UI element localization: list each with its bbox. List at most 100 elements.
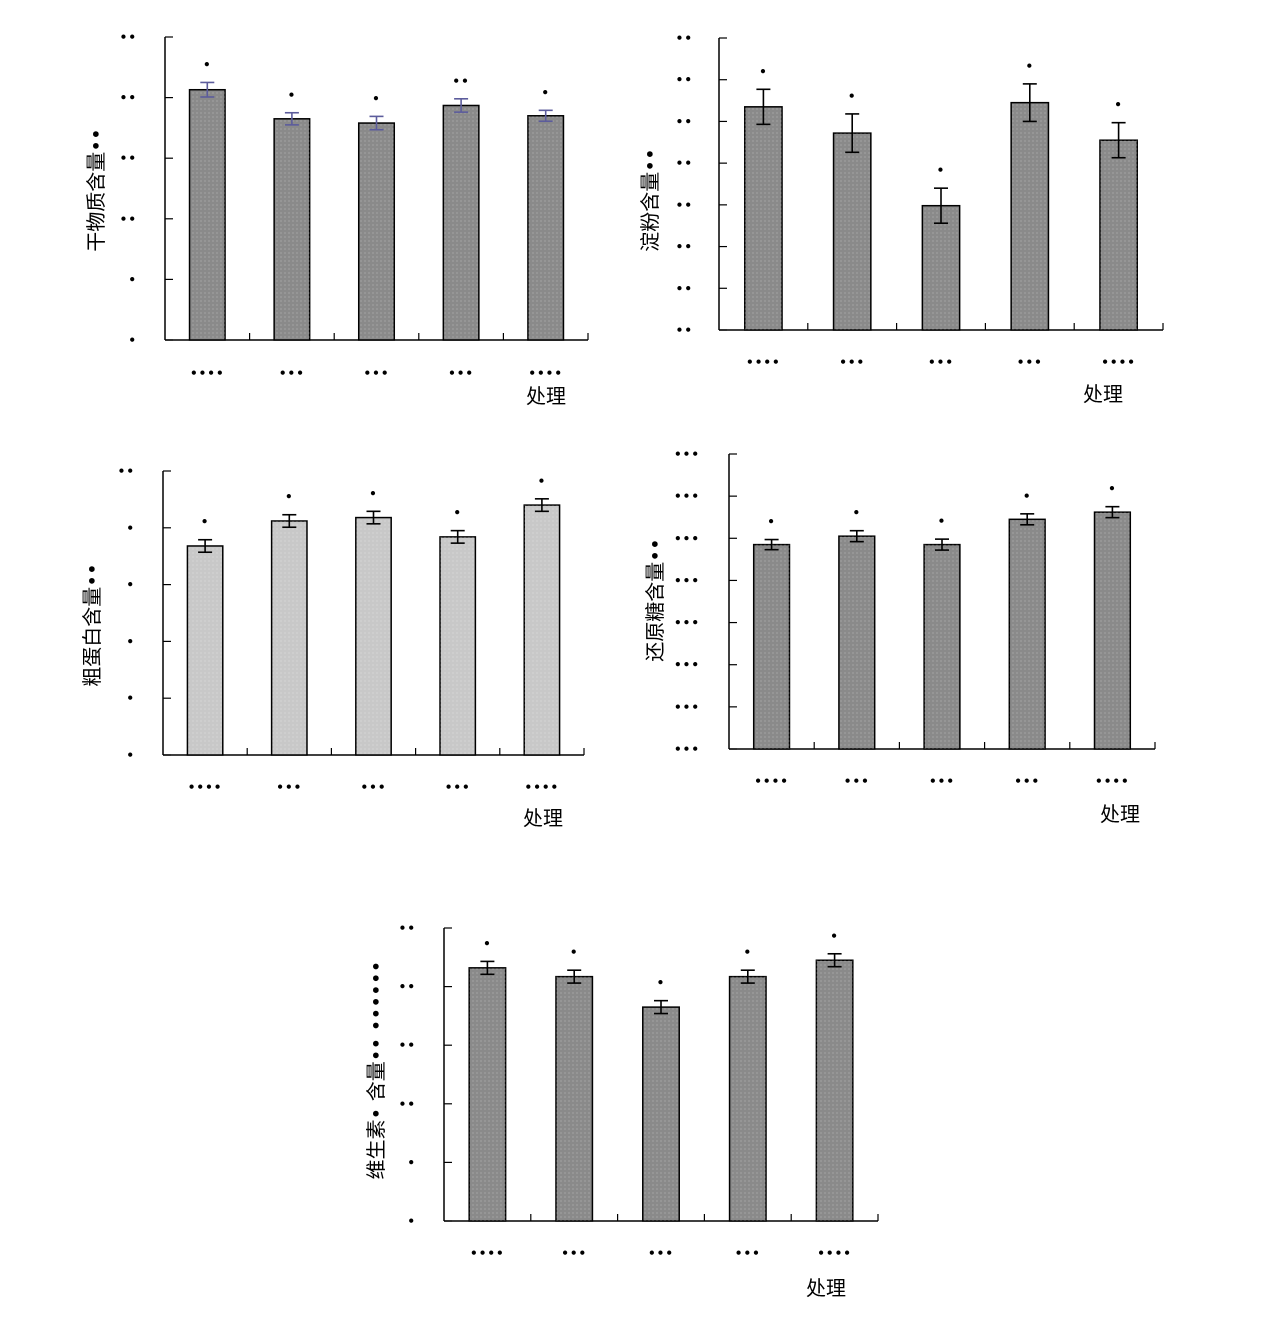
category-label: •••• (1101, 355, 1136, 369)
error-bar (827, 952, 842, 968)
y-tick-label: ••• (674, 531, 700, 545)
error-bar (282, 513, 297, 529)
chart-panels: •••••••••••••••••••••••••••••••••干物质含量••… (80, 30, 1164, 1300)
significance-label: • (288, 88, 297, 102)
bar-texture (527, 115, 564, 340)
significance-label: • (852, 506, 861, 520)
significance-label: • (830, 929, 839, 943)
y-tick-label: •• (676, 281, 693, 295)
error-bar (934, 187, 948, 225)
significance-label: • (538, 474, 547, 488)
error-bar (200, 81, 215, 98)
y-tick-label: •• (676, 73, 693, 87)
bar-texture (1099, 140, 1138, 330)
x-axis-title: 处理 (523, 806, 563, 830)
chart-panel-4: ••••••••••••••••••••••••••••••••••••••••… (643, 447, 1156, 826)
y-axis-title: 还原糖含量•• (643, 538, 667, 662)
y-tick-label: • (126, 521, 135, 535)
x-axis-title: 处理 (806, 1276, 846, 1300)
significance-label: • (1023, 489, 1032, 503)
bar-texture (924, 544, 960, 749)
bar-texture (355, 517, 392, 755)
significance-label: • (743, 945, 752, 959)
y-tick-label: • (128, 333, 137, 347)
y-tick-label: •• (120, 91, 137, 105)
category-label: ••• (561, 1246, 587, 1260)
bar-texture (729, 976, 767, 1221)
significance-label: • (203, 57, 212, 71)
error-bar (198, 538, 213, 554)
y-tick-label: ••• (674, 573, 700, 587)
significance-label: • (201, 515, 210, 529)
significance-label: • (1025, 59, 1034, 73)
category-label: ••• (279, 366, 305, 380)
category-label: •••• (470, 1246, 505, 1260)
category-label: •••• (754, 774, 789, 788)
error-bar (654, 999, 668, 1015)
y-tick-label: •• (676, 323, 693, 337)
y-axis-title: 淀粉含量•• (638, 148, 662, 252)
error-bar (845, 113, 860, 154)
significance-label: • (372, 91, 381, 105)
category-label: ••• (735, 1246, 761, 1260)
bar-texture (838, 536, 875, 749)
y-tick-label: •• (676, 156, 693, 170)
bar-texture (744, 106, 783, 330)
bar-texture (1094, 512, 1131, 749)
significance-label: • (937, 163, 946, 177)
y-axis-title: 维生素• 含量•• •••••• (364, 961, 388, 1180)
error-bar (849, 529, 864, 543)
error-bar (534, 498, 549, 513)
error-bar (538, 109, 553, 123)
y-tick-label: ••• (674, 700, 700, 714)
y-tick-label: •• (676, 114, 693, 128)
category-label: ••• (1017, 355, 1043, 369)
category-label: ••• (839, 355, 865, 369)
error-bar (935, 538, 949, 551)
category-label: •••• (190, 366, 225, 380)
significance-label: • (767, 515, 776, 529)
significance-label: • (657, 976, 666, 990)
significance-label: • (541, 85, 550, 99)
error-bar (1105, 505, 1120, 519)
significance-label: • (1114, 98, 1123, 112)
category-label: •••• (528, 366, 563, 380)
bar-texture (443, 105, 479, 340)
category-label: ••• (929, 774, 955, 788)
error-bar (366, 510, 381, 525)
bar-texture (187, 545, 223, 755)
y-tick-label: • (126, 578, 135, 592)
y-tick-label: ••• (674, 447, 700, 461)
y-tick-label: • (126, 748, 135, 762)
significance-label: •• (452, 74, 469, 88)
bar-texture (833, 133, 871, 330)
error-bar (764, 538, 779, 551)
significance-label: • (483, 936, 492, 950)
significance-label: • (848, 89, 857, 103)
error-bar (567, 969, 582, 984)
x-axis-title: 处理 (526, 384, 566, 408)
category-label: ••• (648, 1246, 674, 1260)
error-bar (1022, 83, 1037, 123)
y-tick-label: •• (118, 464, 135, 478)
y-tick-label: •• (399, 1038, 416, 1052)
error-bar (480, 960, 495, 976)
y-tick-label: •• (120, 30, 137, 44)
bar-texture (555, 976, 593, 1221)
significance-label: • (759, 64, 768, 78)
error-bar (369, 115, 384, 131)
error-bar (454, 98, 469, 113)
chart-panel-3: •••••••••••••••••••••••••••••粗蛋白含量••处理 (80, 464, 585, 830)
significance-label: • (938, 514, 947, 528)
y-axis-title: 干物质含量•• (84, 128, 108, 252)
category-label: ••• (276, 780, 302, 794)
bar-texture (1009, 519, 1046, 749)
bar-texture (440, 536, 476, 755)
bar-texture (189, 89, 226, 340)
y-tick-label: •• (399, 921, 416, 935)
category-label: ••• (445, 780, 471, 794)
y-tick-label: • (126, 634, 135, 648)
chart-panel-5: ••••••••••••••••••••••••••••••••维生素• 含量•… (364, 921, 879, 1300)
y-tick-label: •• (676, 31, 693, 45)
